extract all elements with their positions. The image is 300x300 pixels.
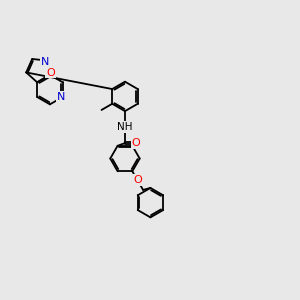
Text: N: N (41, 57, 50, 67)
Text: O: O (132, 138, 140, 148)
Text: O: O (133, 175, 142, 185)
Text: O: O (46, 68, 55, 78)
Text: NH: NH (117, 122, 133, 132)
Text: N: N (57, 92, 65, 102)
